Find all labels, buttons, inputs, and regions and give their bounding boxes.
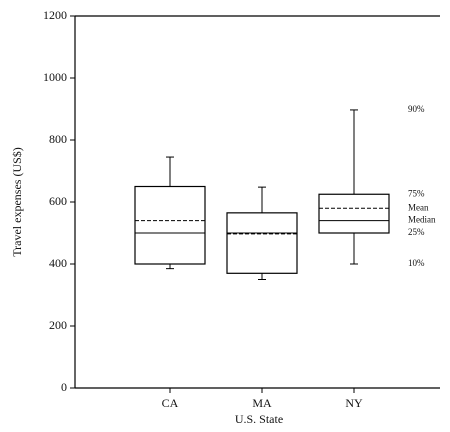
box <box>318 193 390 234</box>
x-tick-label: CA <box>162 396 179 410</box>
y-tick-label: 0 <box>61 380 67 394</box>
annotation: 75% <box>408 188 425 198</box>
y-tick-label: 400 <box>49 256 67 270</box>
y-tick-label: 800 <box>49 132 67 146</box>
y-tick-label: 1200 <box>43 8 67 22</box>
box <box>134 185 206 265</box>
annotation: 90% <box>408 104 425 114</box>
y-tick-label: 200 <box>49 318 67 332</box>
annotation: Median <box>408 215 436 225</box>
annotation: 25% <box>408 227 425 237</box>
annotation: Mean <box>408 202 429 212</box>
x-tick-label: NY <box>345 396 363 410</box>
y-tick-label: 1000 <box>43 70 67 84</box>
annotation: 10% <box>408 258 425 268</box>
x-axis-title: U.S. State <box>235 412 283 426</box>
y-axis-title: Travel expenses (US$) <box>10 147 24 257</box>
y-tick-label: 600 <box>49 194 67 208</box>
box <box>226 212 298 274</box>
x-tick-label: MA <box>252 396 272 410</box>
